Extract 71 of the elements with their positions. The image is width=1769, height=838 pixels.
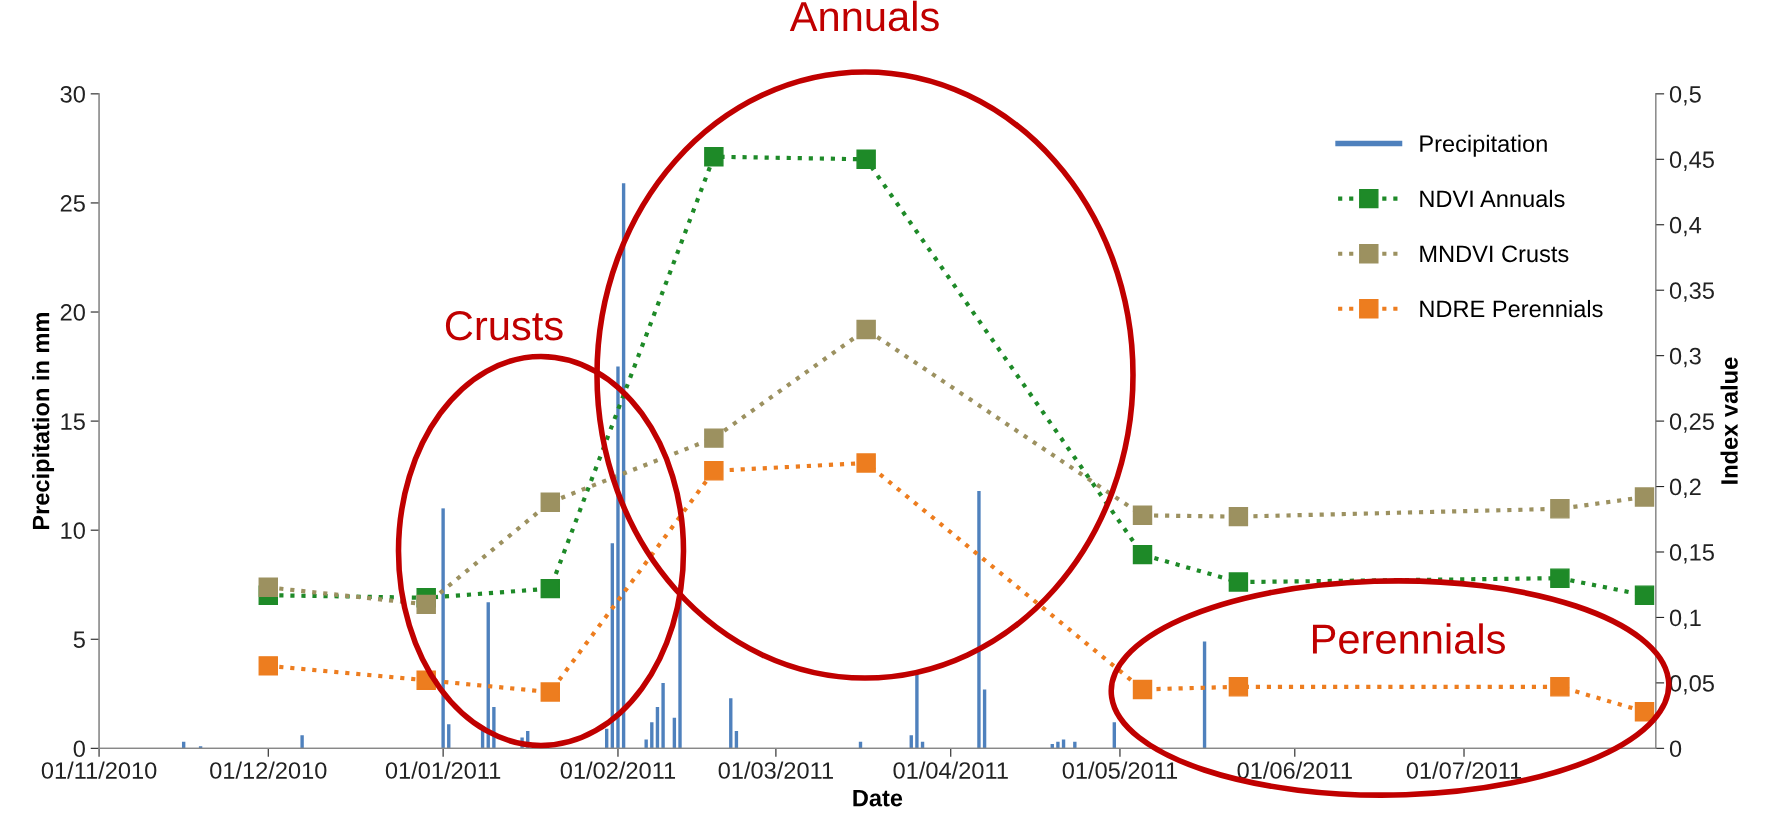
point <box>1228 506 1249 527</box>
y2-tick-label: 0,4 <box>1669 216 1702 237</box>
legend-label: Precipitation <box>1420 134 1547 157</box>
point <box>856 149 876 170</box>
point <box>540 492 561 512</box>
x-tick-label: 01/11/2010 <box>41 761 157 779</box>
bar <box>616 366 620 749</box>
text: Annuals <box>789 0 939 32</box>
point <box>704 461 724 481</box>
y-tick-label: 10 <box>61 522 85 539</box>
y2-tick-label: 0 <box>1669 740 1682 758</box>
bar <box>1056 741 1060 749</box>
y2-tick-label: 0,45 <box>1669 151 1714 171</box>
y-tick-label: 0 <box>73 740 85 758</box>
legend-label: NDVI Annuals <box>1420 189 1565 208</box>
point <box>1132 505 1153 526</box>
point <box>1634 487 1655 507</box>
point <box>540 682 561 702</box>
point <box>1634 701 1655 722</box>
x-tick-label: 01/06/2011 <box>1237 761 1352 779</box>
point <box>416 594 436 615</box>
x-axis-title: Date <box>853 789 903 807</box>
y2-tick-label: 0,5 <box>1669 85 1701 106</box>
bar <box>661 682 665 749</box>
y2-tick-label: 0,25 <box>1669 413 1714 433</box>
y2-tick-label: 0,05 <box>1669 674 1714 695</box>
x-tick-label: 01/05/2011 <box>1062 761 1178 779</box>
point <box>258 656 278 676</box>
x-tick-label: 01/03/2011 <box>718 761 833 779</box>
bar <box>650 722 654 749</box>
bar <box>915 674 919 749</box>
point <box>704 146 724 167</box>
y-axis-title: Precipitation in mm <box>32 313 55 530</box>
x-tick-label: 01/12/2010 <box>210 761 327 779</box>
bar <box>300 735 304 749</box>
legend-label: NDRE Perennials <box>1420 299 1603 318</box>
bar <box>1073 741 1077 749</box>
point <box>704 428 724 448</box>
y-tick-label: 20 <box>60 304 85 321</box>
bar <box>977 490 981 749</box>
y2-axis-title: Index value <box>1720 357 1738 484</box>
y-tick-label: 15 <box>61 413 85 430</box>
annotation: Perennials <box>1312 623 1505 654</box>
point <box>1132 544 1153 565</box>
bar <box>441 508 445 749</box>
y2-tick-label: 0,15 <box>1669 544 1714 564</box>
bar <box>644 739 648 749</box>
point <box>1228 572 1249 592</box>
x-tick-label: 01/07/2011 <box>1406 761 1522 779</box>
point <box>540 578 561 599</box>
y2-tick-label: 0,3 <box>1669 347 1701 368</box>
y2-tick-label: 0,1 <box>1669 609 1701 630</box>
y-tick-label: 25 <box>60 195 85 212</box>
point <box>1550 677 1570 697</box>
x-tick-label: 01/01/2011 <box>385 761 501 779</box>
y2-tick-label: 0,35 <box>1669 282 1714 302</box>
point <box>856 319 876 340</box>
point <box>1550 499 1570 519</box>
point <box>856 453 876 473</box>
legend-label: MNDVI Crusts <box>1420 245 1569 263</box>
y-tick-label: 5 <box>73 631 85 649</box>
x-tick-label: 01/02/2011 <box>560 761 676 779</box>
point <box>1634 585 1655 605</box>
point <box>1550 568 1570 588</box>
point <box>1132 679 1153 700</box>
y2-tick-label: 0,2 <box>1669 478 1701 499</box>
point <box>1228 677 1249 697</box>
y-tick-label: 30 <box>60 85 85 103</box>
x-tick-label: 01/04/2011 <box>893 761 1008 779</box>
point <box>258 577 278 598</box>
annotation: Crusts <box>445 311 563 341</box>
